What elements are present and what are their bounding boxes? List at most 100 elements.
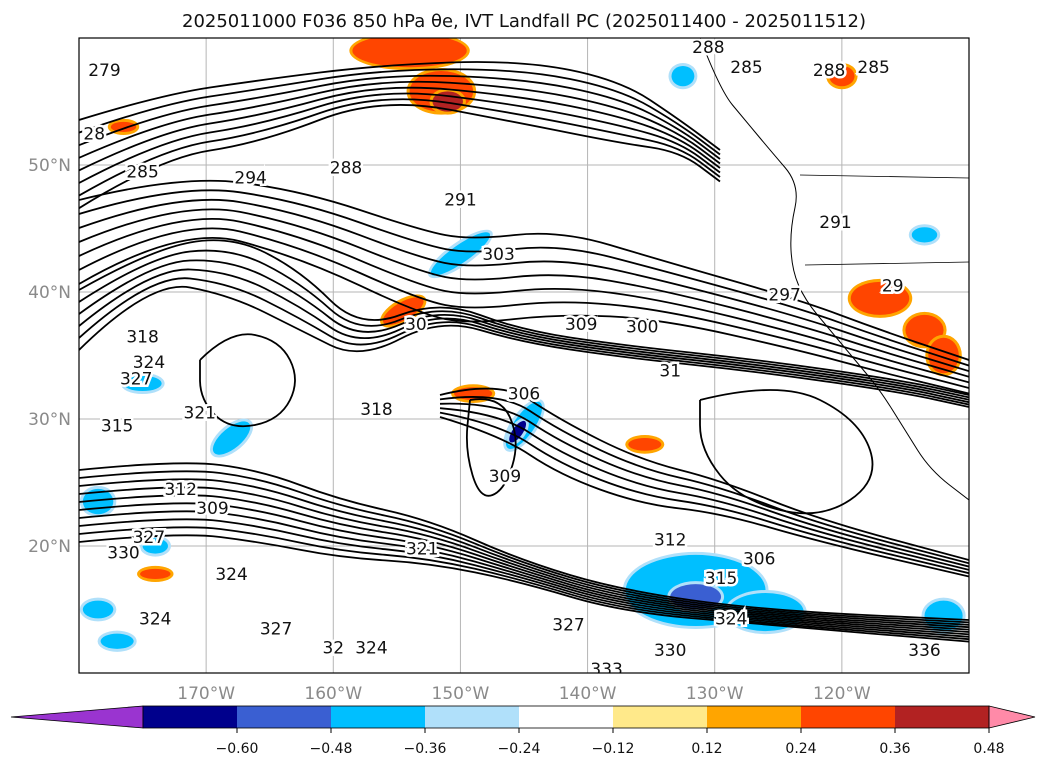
lon-tick-label: 140°W [559,684,617,704]
theta-e-contour [79,470,969,624]
theta-e-contour [79,92,721,184]
colorbar-tick-label: −0.24 [498,741,541,757]
pc-patch [428,229,493,279]
colorbar-outline [142,705,990,729]
theta-e-contour [199,333,296,428]
lon-tick-label: 170°W [177,684,235,704]
theta-e-contour [465,398,517,497]
contour-label: 327 [133,528,165,548]
theta-e-contour [79,86,721,172]
theta-e-contour [79,259,969,401]
theta-e-contour [79,534,969,643]
coastline-layer [699,38,969,501]
colorbar-segment [519,706,614,728]
longitude-ticks: 170°W 160°W 150°W 140°W 130°W 120°W [177,684,871,704]
theta-e-contour [79,277,969,406]
colorbar-segment [801,706,896,728]
border-line [799,174,969,266]
contour-label: 294 [234,169,266,189]
contour-label: 321 [406,540,438,560]
contour-label: 324 [355,639,387,659]
lat-tick-label: 20°N [28,537,71,557]
theta-e-contour [79,98,721,197]
theta-e-contour [439,407,969,571]
theta-e-contour [79,502,969,633]
colorbar-tick-label: 0.24 [785,741,816,757]
contour-label: 327 [260,620,292,640]
contour-label: 333 [590,660,622,680]
theta-e-contour [79,179,969,361]
colorbar: −0.60 −0.48 −0.36 −0.24 −0.12 0.12 0.24 0.36 0.4… [10,705,1036,757]
pc-patch [847,278,913,318]
colorbar-tick-label: 0.36 [879,741,910,757]
pc-patch [97,630,137,652]
colorbar-segment [895,706,990,728]
contour-label: 285 [857,58,889,78]
theta-e-contour [439,402,969,568]
colorbar-segment [331,706,426,728]
contour-label: 324 [715,609,747,629]
colorbar-tick-label: −0.12 [592,741,635,757]
theta-e-contour [79,486,969,629]
contour-label: 336 [908,641,940,661]
contour-label: 285 [126,162,158,182]
contour-label: 309 [196,499,228,519]
lon-tick-label: 150°W [432,684,490,704]
contour-label: 30 [405,315,427,335]
theta-e-contour [79,526,969,641]
theta-e-contour [79,237,969,395]
theta-e-contour [439,396,969,565]
theta-e-contour [439,411,969,575]
colorbar-tick-label: 0.12 [691,741,722,757]
theta-e-contour [79,208,969,378]
theta-e-contour [79,189,969,367]
pc-patch [137,565,174,583]
theta-e-contour [79,104,721,209]
contour-label: 288 [330,159,362,179]
theta-e-contour [79,268,969,404]
contour-label: 297 [768,286,800,306]
colorbar-segment [425,706,520,728]
contour-label: 324 [133,353,165,373]
theta-e-contour [79,518,969,638]
contour-label: 32 [322,639,344,659]
colorbar-tick-label: −0.36 [404,741,447,757]
lat-tick-label: 50°N [28,156,71,176]
colorbar-segment [143,706,238,728]
contour-label: 31 [659,362,681,382]
coastline [699,38,969,501]
lat-tick-label: 30°N [28,410,71,430]
theta-e-contour [79,478,969,626]
chart-title: 2025011000 F036 850 hPa θe, IVT Landfall… [182,11,866,32]
pc-patch [210,418,254,458]
pc-patch [625,435,665,454]
lon-tick-label: 120°W [813,684,871,704]
theta-e-contours [79,61,969,643]
colorbar-tick-label: 0.48 [973,741,1004,757]
theta-e-contour [79,68,721,156]
pc-patch [668,62,698,90]
contour-label: 330 [107,543,139,563]
contour-label: 29 [882,277,904,297]
theta-e-contour [79,80,721,165]
colorbar-segment [237,706,332,728]
contour-label: 288 [813,61,845,81]
contour-label: 327 [552,616,584,636]
contour-label: 303 [482,245,514,265]
theta-e-contour [439,416,969,578]
contour-label: 285 [730,58,762,78]
theta-e-contour [79,74,721,160]
theta-e-contour [79,249,969,399]
theta-e-contour [699,389,874,515]
contour-label: 327 [120,369,152,389]
contour-label: 315 [101,416,133,436]
contour-label: 312 [164,480,196,500]
pc-patch [120,372,165,395]
pc-patch [506,418,529,446]
contour-label: 312 [654,531,686,551]
theta-e-contour [79,510,969,636]
contour-label: 28 [83,124,105,144]
contour-label: 324 [215,565,247,585]
